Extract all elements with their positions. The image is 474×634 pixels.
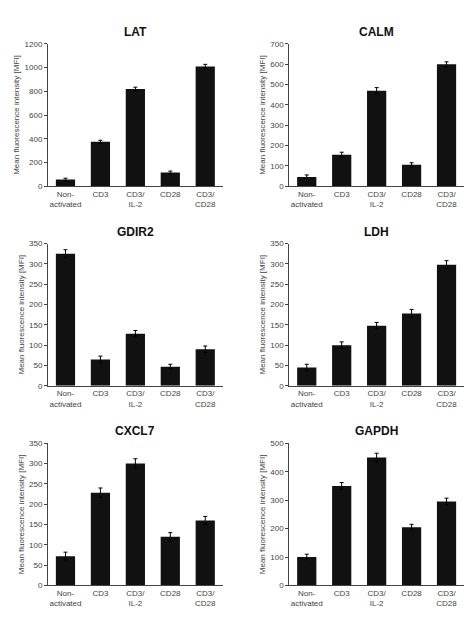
svg-text:CD3/CD28: CD3/CD28 [195,190,216,209]
svg-text:CD3/CD28: CD3/CD28 [195,389,216,408]
svg-text:Non-activated: Non-activated [49,589,81,608]
svg-text:1200: 1200 [25,40,43,49]
svg-text:CD28: CD28 [160,190,181,199]
svg-text:200: 200 [29,300,43,309]
svg-text:250: 250 [29,280,43,289]
svg-text:200: 200 [270,524,284,533]
svg-text:800: 800 [29,87,43,96]
svg-text:CD28: CD28 [401,190,422,199]
svg-text:200: 200 [29,158,43,167]
svg-text:CD3/CD28: CD3/CD28 [436,589,457,608]
svg-text:Non-activated: Non-activated [291,190,323,209]
svg-text:CD28: CD28 [401,389,422,398]
svg-text:300: 300 [29,260,43,269]
svg-text:200: 200 [270,300,284,309]
svg-text:LDH: LDH [364,225,389,239]
svg-text:150: 150 [29,321,43,330]
svg-text:Mean fluorescence intensity [M: Mean fluorescence intensity [MFI] [258,55,267,175]
svg-text:400: 400 [270,101,284,110]
svg-text:CALM: CALM [359,25,394,39]
svg-text:150: 150 [29,520,43,529]
svg-text:Non-activated: Non-activated [49,190,81,209]
svg-text:50: 50 [33,361,42,370]
svg-text:0: 0 [279,581,284,590]
svg-text:CD3/IL-2: CD3/IL-2 [126,389,145,408]
svg-text:700: 700 [270,40,284,49]
svg-text:CD3/IL-2: CD3/IL-2 [368,190,387,209]
svg-text:500: 500 [270,80,284,89]
svg-text:CD3/IL-2: CD3/IL-2 [126,589,145,608]
svg-text:50: 50 [33,561,42,570]
svg-text:300: 300 [270,260,284,269]
svg-text:CD3: CD3 [92,389,109,398]
svg-text:Mean fluorescence intensity [M: Mean fluorescence intensity [MFI] [17,455,26,575]
svg-text:CD3: CD3 [334,389,351,398]
svg-text:0: 0 [279,182,284,191]
svg-text:CXCL7: CXCL7 [115,424,155,438]
svg-text:100: 100 [270,162,284,171]
svg-text:Mean fluorescence intensity [M: Mean fluorescence intensity [MFI] [258,255,267,375]
svg-text:0: 0 [38,182,43,191]
svg-text:100: 100 [29,341,43,350]
svg-text:0: 0 [38,581,43,590]
svg-text:50: 50 [275,361,284,370]
svg-text:Mean fluorescence intensity [M: Mean fluorescence intensity [MFI] [12,55,21,175]
svg-text:CD3/IL-2: CD3/IL-2 [368,589,387,608]
svg-text:250: 250 [29,480,43,489]
svg-text:Non-activated: Non-activated [49,389,81,408]
svg-text:0: 0 [38,382,43,391]
svg-text:300: 300 [270,121,284,130]
svg-text:CD3: CD3 [92,190,109,199]
svg-text:200: 200 [29,500,43,509]
svg-text:CD3: CD3 [334,589,351,598]
svg-text:500: 500 [270,439,284,448]
svg-text:CD28: CD28 [401,589,422,598]
svg-text:400: 400 [29,135,43,144]
svg-text:350: 350 [29,439,43,448]
svg-text:600: 600 [270,60,284,69]
svg-text:350: 350 [29,239,43,248]
svg-text:CD3/CD28: CD3/CD28 [195,589,216,608]
svg-text:350: 350 [270,239,284,248]
svg-text:300: 300 [270,496,284,505]
svg-text:Non-activated: Non-activated [291,589,323,608]
svg-text:Mean fluorescence intensity [M: Mean fluorescence intensity [MFI] [17,255,26,375]
svg-text:CD28: CD28 [160,389,181,398]
svg-text:CD3: CD3 [334,190,351,199]
svg-text:400: 400 [270,468,284,477]
svg-text:0: 0 [279,382,284,391]
svg-text:GDIR2: GDIR2 [117,225,154,239]
svg-text:LAT: LAT [124,25,147,39]
svg-text:CD28: CD28 [160,589,181,598]
svg-text:GAPDH: GAPDH [355,424,398,438]
svg-text:CD3/CD28: CD3/CD28 [436,389,457,408]
svg-text:CD3/IL-2: CD3/IL-2 [368,389,387,408]
svg-text:CD3: CD3 [92,589,109,598]
svg-text:300: 300 [29,459,43,468]
svg-text:100: 100 [270,553,284,562]
svg-text:200: 200 [270,141,284,150]
svg-text:CD3/IL-2: CD3/IL-2 [126,190,145,209]
svg-text:100: 100 [270,341,284,350]
svg-text:250: 250 [270,280,284,289]
svg-text:100: 100 [29,541,43,550]
svg-text:CD3/CD28: CD3/CD28 [436,190,457,209]
svg-text:1000: 1000 [25,63,43,72]
svg-text:600: 600 [29,111,43,120]
svg-text:Mean fluorescence intensity [M: Mean fluorescence intensity [MFI] [258,455,267,575]
svg-text:Non-activated: Non-activated [291,389,323,408]
svg-text:150: 150 [270,321,284,330]
